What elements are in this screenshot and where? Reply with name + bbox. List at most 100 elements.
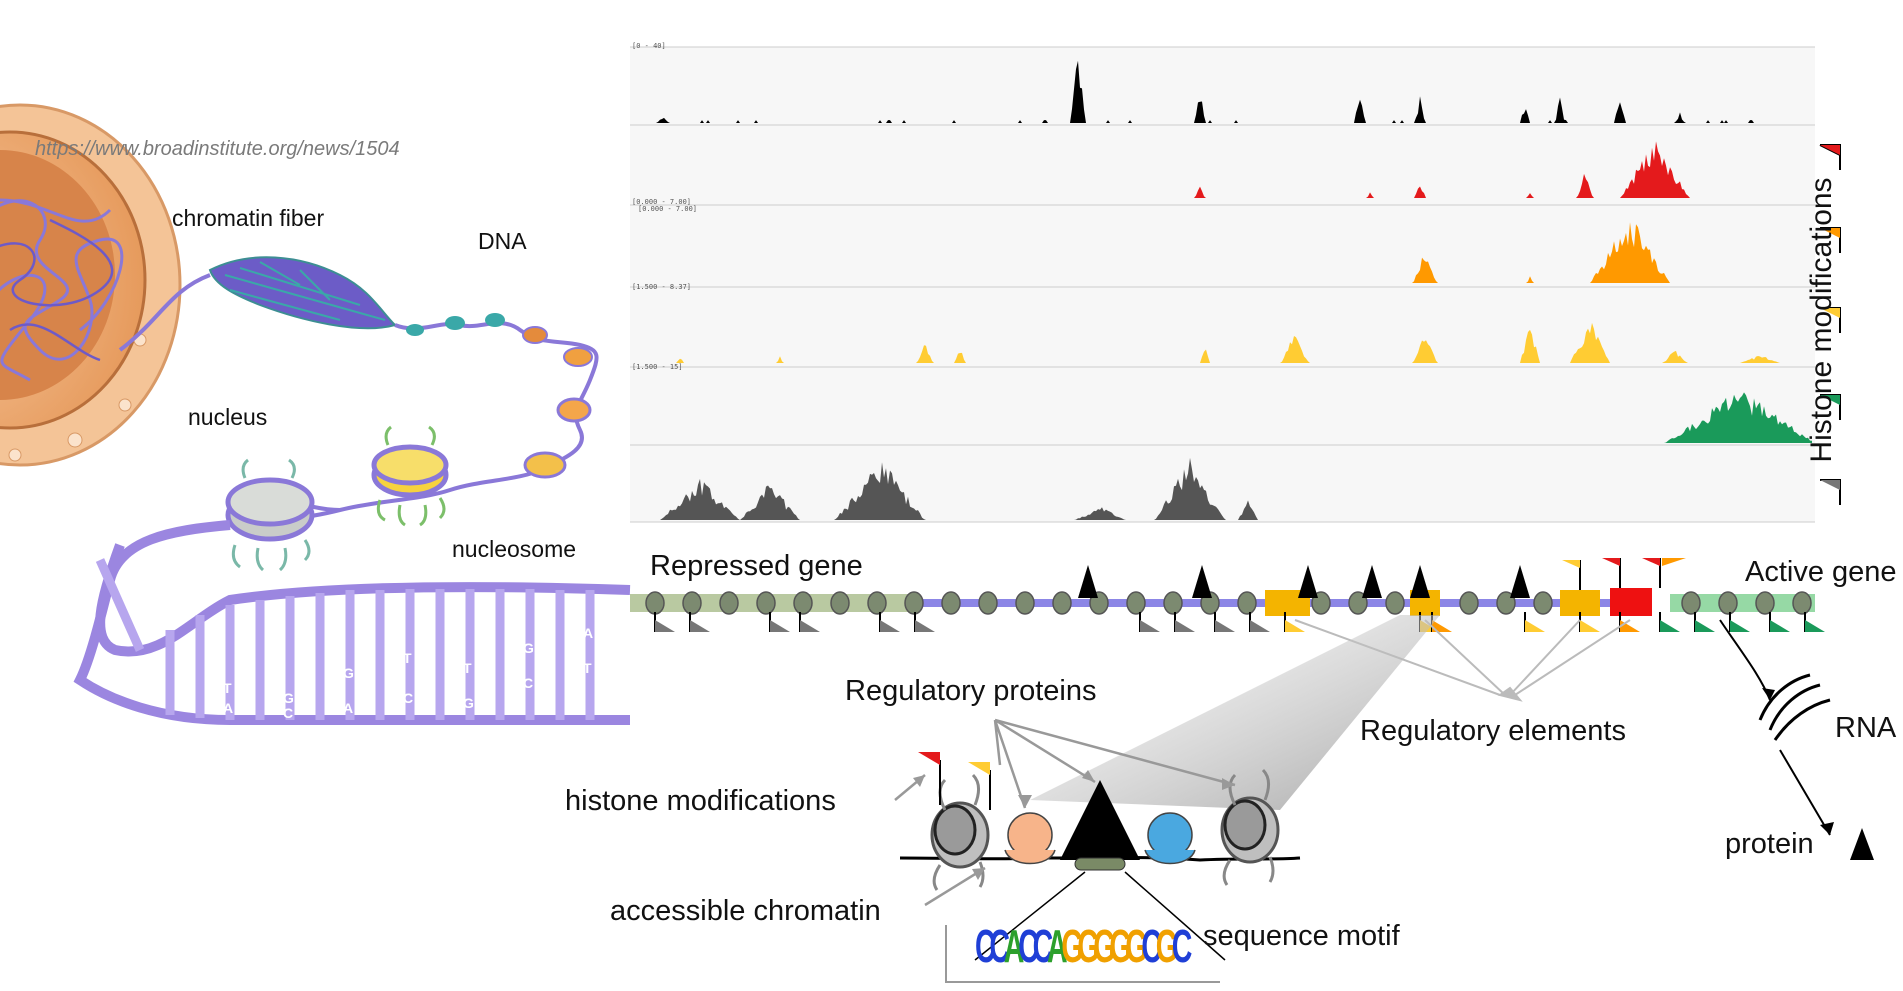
gene-nucleosome <box>1533 591 1553 615</box>
dna-base: A <box>343 700 354 716</box>
gene-nucleosome <box>830 591 850 615</box>
label-dna: DNA <box>478 228 527 254</box>
gene-nucleosome <box>904 591 924 615</box>
range-label-2: [0.000 - 7.00] <box>638 205 698 213</box>
dna-base: T <box>463 660 472 676</box>
gene-marker-flag <box>880 620 900 632</box>
motif-letter: C <box>1032 920 1054 972</box>
motif-letter: C <box>989 920 1010 972</box>
dna-strand <box>249 313 599 521</box>
gene-marker-flag <box>1175 620 1195 632</box>
nucleosome-gray <box>225 458 341 572</box>
dna-base: T <box>583 660 592 676</box>
nucleus-cell <box>0 103 182 467</box>
gene-nucleosome <box>1718 591 1738 615</box>
label-repressed-gene: Repressed gene <box>650 550 863 582</box>
gene-nucleosome <box>1385 591 1405 615</box>
dna-base: C <box>283 705 294 721</box>
zoom-cone <box>1030 615 1440 810</box>
dna-base: A <box>223 700 234 716</box>
gene-marker-flag <box>1140 620 1160 632</box>
motif-letter: C <box>1018 920 1039 972</box>
gene-nucleosome <box>867 591 887 615</box>
label-sequence-motif: sequence motif <box>1203 920 1400 952</box>
motif-letter: G <box>1155 920 1178 972</box>
gene-nucleosome <box>1015 591 1035 615</box>
gene-nucleosome <box>978 591 998 615</box>
gene-marker-flag <box>1730 620 1750 632</box>
gene-nucleosome <box>793 591 813 615</box>
genome-tracks <box>630 46 1815 523</box>
gene-nucleosome <box>1681 591 1701 615</box>
dna-base: G <box>283 690 294 706</box>
label-regulatory-elements: Regulatory elements <box>1360 715 1626 747</box>
gene-bar <box>630 558 1825 632</box>
tracks-side-label: Histone modifications <box>1805 177 1838 463</box>
gene-nucleosomes <box>645 591 1812 615</box>
gene-marker-flag <box>1805 620 1825 632</box>
gene-nucleosome <box>1237 591 1257 615</box>
gene-nucleosome <box>1792 591 1812 615</box>
sequence-motif-logo: CCACCAGGGGGCGC <box>945 920 1220 983</box>
track-gray <box>632 457 1812 520</box>
gene-marker-flag <box>1215 620 1235 632</box>
dna-base: G <box>343 665 354 681</box>
nucleosome-yellow <box>371 425 449 527</box>
gene-marker-flag <box>1285 620 1305 632</box>
gene-marker-flag <box>690 620 710 632</box>
label-chromatin-fiber: chromatin fiber <box>172 205 325 231</box>
label-active-gene: Active gene <box>1745 556 1897 588</box>
dna-base: C <box>403 690 414 706</box>
label-protein: protein <box>1725 828 1814 860</box>
motif-letter: C <box>1171 920 1193 972</box>
gene-marker-flag <box>655 620 675 632</box>
gene-nucleosome <box>1163 591 1183 615</box>
range-label-1: [0.000 - 7.00] <box>632 198 692 206</box>
range-label-4: [1.500 - 15] <box>632 363 683 371</box>
motif-letter: G <box>1109 920 1131 972</box>
motif-letter: A <box>1047 920 1068 972</box>
label-accessible-chromatin: accessible chromatin <box>610 895 881 927</box>
gene-nucleosome <box>719 591 739 615</box>
motif-letter: G <box>1061 920 1083 972</box>
gene-nucleosome <box>941 591 961 615</box>
gene-marker-flag <box>1432 620 1452 632</box>
dna-base: T <box>223 680 232 696</box>
double-helix <box>73 520 631 725</box>
motif-letter: G <box>1077 920 1099 972</box>
gene-marker-flag <box>1620 620 1640 632</box>
gene-nucleosome <box>682 591 702 615</box>
track-flags <box>1819 144 1841 505</box>
gene-marker-flag <box>1580 620 1600 632</box>
source-url: https://www.broadinstitute.org/news/1504 <box>35 138 400 160</box>
motif-letter: A <box>1003 920 1025 972</box>
gene-marker-flag <box>915 620 935 632</box>
gene-marker-flag <box>1250 620 1270 632</box>
gene-nucleosome <box>1126 591 1146 615</box>
range-label-0: [0 - 40] <box>632 42 666 50</box>
gene-marker-flag <box>1525 620 1545 632</box>
gene-nucleosome <box>756 591 776 615</box>
dna-base: T <box>403 650 412 666</box>
label-nucleus: nucleus <box>188 404 268 430</box>
label-regulatory-proteins: Regulatory proteins <box>845 675 1097 707</box>
dna-base: G <box>523 640 534 656</box>
range-label-3: [1.500 - 8.37] <box>632 283 692 291</box>
dna-base: C <box>523 675 534 691</box>
motif-letters: CCACCAGGGGGCGC <box>975 919 1193 973</box>
track-yellow <box>632 322 1812 363</box>
gene-marker-flag <box>1770 620 1790 632</box>
motif-letter: C <box>1141 920 1162 972</box>
gene-marker-flag <box>770 620 790 632</box>
gene-marker-flag <box>800 620 820 632</box>
motif-letter: C <box>975 920 996 972</box>
gene-nucleosome <box>1755 591 1775 615</box>
dna-base: A <box>583 625 594 641</box>
regulatory-zoom <box>894 718 1301 961</box>
gene-nucleosome <box>1052 591 1072 615</box>
rna-protein-path <box>1719 619 1874 860</box>
label-nucleosome: nucleosome <box>452 536 577 562</box>
track-green <box>632 392 1812 443</box>
